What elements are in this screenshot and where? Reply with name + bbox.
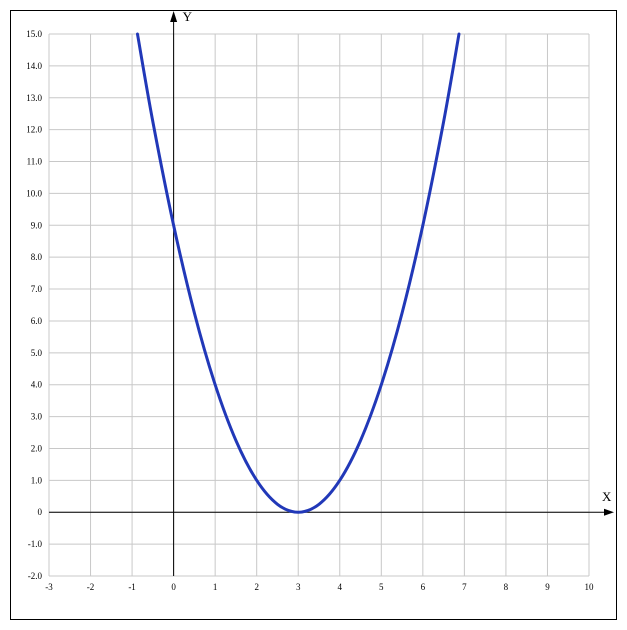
y-tick-label-17: 15.0 xyxy=(26,29,42,39)
y-tick-label-2: 0 xyxy=(38,507,43,517)
x-tick-label-10: 7 xyxy=(462,582,467,592)
y-tick-label-9: 7.0 xyxy=(31,284,43,294)
x-tick-label-12: 9 xyxy=(545,582,550,592)
x-tick-label-4: 1 xyxy=(213,582,218,592)
chart-frame xyxy=(10,10,617,620)
x-tick-label-7: 4 xyxy=(338,582,343,592)
series-group xyxy=(135,32,461,514)
y-tick-label-13: 11.0 xyxy=(27,157,43,167)
x-tick-label-0: -3 xyxy=(45,582,53,592)
y-tick-label-14: 12.0 xyxy=(26,125,42,135)
y-tick-label-1: -1.0 xyxy=(28,539,43,549)
y-tick-label-10: 8.0 xyxy=(31,252,43,262)
y-tick-label-11: 9.0 xyxy=(31,220,43,230)
x-tick-label-11: 8 xyxy=(504,582,509,592)
x-tick-label-1: -2 xyxy=(87,582,95,592)
x-tick-label-5: 2 xyxy=(254,582,259,592)
y-tick-label-12: 10.0 xyxy=(26,188,42,198)
y-tick-label-15: 13.0 xyxy=(26,93,42,103)
series-line-0 xyxy=(135,32,461,514)
grid xyxy=(48,33,590,577)
y-axis-label: Y xyxy=(183,9,193,24)
y-tick-label-3: 1.0 xyxy=(31,475,43,485)
axes: X Y xyxy=(49,9,614,576)
y-tick-label-4: 2.0 xyxy=(31,443,43,453)
y-tick-label-5: 3.0 xyxy=(31,412,43,422)
y-tick-label-8: 6.0 xyxy=(31,316,43,326)
y-tick-label-7: 5.0 xyxy=(31,348,43,358)
x-tick-label-9: 6 xyxy=(421,582,426,592)
y-tick-label-6: 4.0 xyxy=(31,380,43,390)
y-tick-labels: -2.0 -1.0 0 1.0 2.0 3.0 4.0 5.0 6.0 7.0 8.0 9.0 10.0… xyxy=(26,29,42,581)
y-tick-label-0: -2.0 xyxy=(28,571,43,581)
x-tick-labels: -3 -2 -1 0 1 2 3 4 5 6 7 8 9 10 xyxy=(45,582,594,592)
y-tick-label-16: 14.0 xyxy=(26,61,42,71)
x-tick-label-13: 10 xyxy=(585,582,595,592)
x-tick-label-8: 5 xyxy=(379,582,384,592)
x-tick-label-6: 3 xyxy=(296,582,301,592)
x-tick-label-2: -1 xyxy=(128,582,136,592)
x-axis-label: X xyxy=(602,489,612,504)
x-tick-label-3: 0 xyxy=(171,582,176,592)
y-axis-arrow xyxy=(170,11,178,22)
x-axis-arrow xyxy=(604,508,614,516)
